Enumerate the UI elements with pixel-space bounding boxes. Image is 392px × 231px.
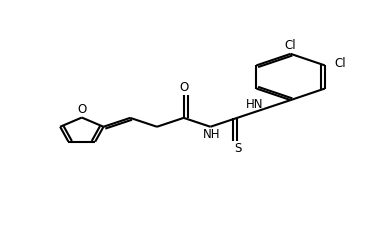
Text: Cl: Cl: [334, 57, 346, 70]
Text: O: O: [179, 81, 188, 94]
Text: O: O: [77, 103, 86, 116]
Text: HN: HN: [246, 98, 263, 111]
Text: S: S: [234, 142, 241, 155]
Text: NH: NH: [203, 128, 221, 141]
Text: Cl: Cl: [285, 39, 296, 52]
